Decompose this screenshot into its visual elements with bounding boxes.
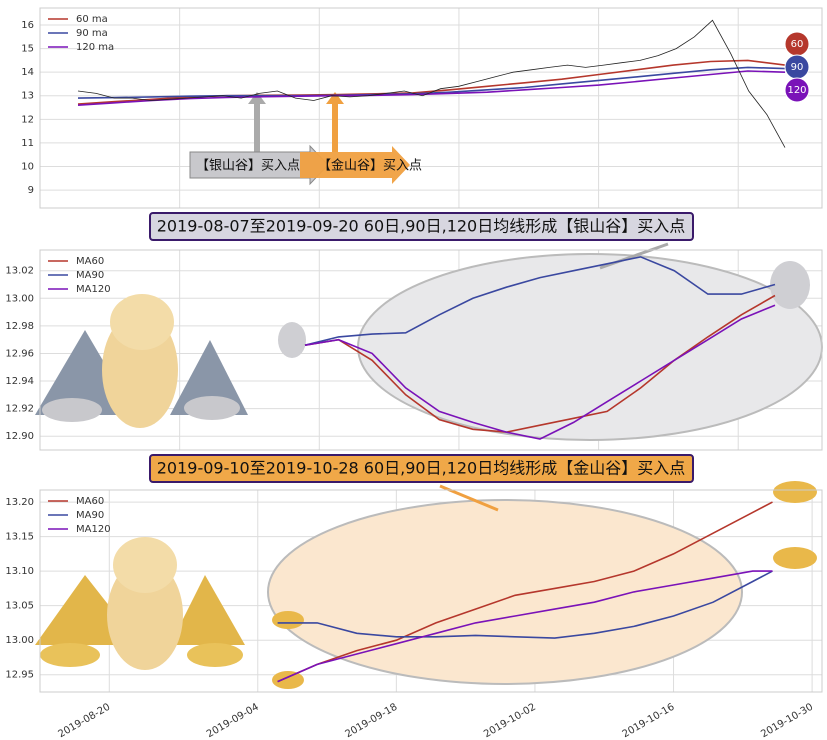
badge [784, 77, 810, 103]
legend-label: MA90 [76, 270, 104, 281]
y-tick-label: 13 [21, 91, 34, 102]
x-tick-label: 2019-08-20 [56, 702, 112, 740]
y-tick-label: 12 [21, 114, 34, 125]
series-line [77, 19, 786, 148]
y-tick-label: 12.90 [5, 431, 34, 442]
legend-label: 120 ma [76, 42, 114, 53]
series-line [277, 570, 773, 683]
x-tick-label: 2019-09-04 [205, 702, 261, 740]
y-tick-label: 15 [21, 44, 34, 55]
series-line [304, 304, 776, 440]
y-tick-label: 9 [28, 185, 34, 196]
annotation: 【金山谷】买入点 [318, 158, 422, 174]
dog-illustration [35, 537, 245, 670]
y-tick-label: 12.96 [5, 348, 34, 359]
y-tick-label: 12.92 [5, 404, 34, 415]
badge-label: 90 [791, 62, 804, 73]
y-tick-label: 13.20 [5, 497, 34, 508]
y-tick-label: 13.15 [5, 532, 34, 543]
banner-box [149, 454, 694, 483]
x-tick-label: 2019-10-30 [759, 702, 815, 740]
series-line [77, 70, 786, 106]
y-tick-label: 11 [21, 138, 34, 149]
banner-box [149, 212, 694, 241]
ingot-icons [272, 481, 817, 689]
series-line [277, 570, 773, 639]
plot-frame [39, 249, 823, 451]
legend-label: MA120 [76, 524, 111, 535]
plot-frame [39, 7, 823, 209]
y-tick-label: 13.00 [5, 293, 34, 304]
y-tick-label: 12.95 [5, 670, 34, 681]
y-tick-label: 12.94 [5, 376, 34, 387]
x-tick-label: 2019-09-18 [344, 702, 400, 740]
legend-label: 60 ma [76, 14, 108, 25]
badge-label: 120 [787, 85, 806, 96]
y-tick-label: 13.00 [5, 635, 34, 646]
series-line [77, 66, 786, 99]
y-tick-label: 13.10 [5, 566, 34, 577]
y-tick-label: 16 [21, 20, 34, 31]
banner-title: 2019-08-07至2019-09-20 60日,90日,120日均线形成【银… [157, 217, 686, 236]
legend-label: MA120 [76, 284, 111, 295]
legend-label: MA90 [76, 510, 104, 521]
banner-title: 2019-09-10至2019-10-28 60日,90日,120日均线形成【金… [157, 459, 686, 478]
series-line [277, 501, 773, 683]
y-tick-label: 13.05 [5, 601, 34, 612]
plot-bg [40, 8, 822, 208]
y-tick-label: 10 [21, 161, 34, 172]
x-tick-label: 2019-10-02 [482, 702, 538, 740]
ingot-icons [278, 261, 810, 358]
dog-illustration [35, 294, 248, 428]
plot-frame [39, 489, 823, 693]
y-tick-label: 13.02 [5, 266, 34, 277]
annotation: 【银山谷】买入点 [196, 159, 300, 174]
legend-label: MA60 [76, 496, 104, 507]
badge-label: 60 [791, 39, 804, 50]
x-tick-label: 2019-10-16 [621, 702, 677, 740]
series-line [304, 294, 776, 433]
highlight-ellipse [267, 499, 743, 685]
legend-label: 90 ma [76, 28, 108, 39]
legend-label: MA60 [76, 256, 104, 267]
y-tick-label: 12.98 [5, 321, 34, 332]
y-tick-label: 14 [21, 67, 34, 78]
series-line [304, 256, 776, 346]
